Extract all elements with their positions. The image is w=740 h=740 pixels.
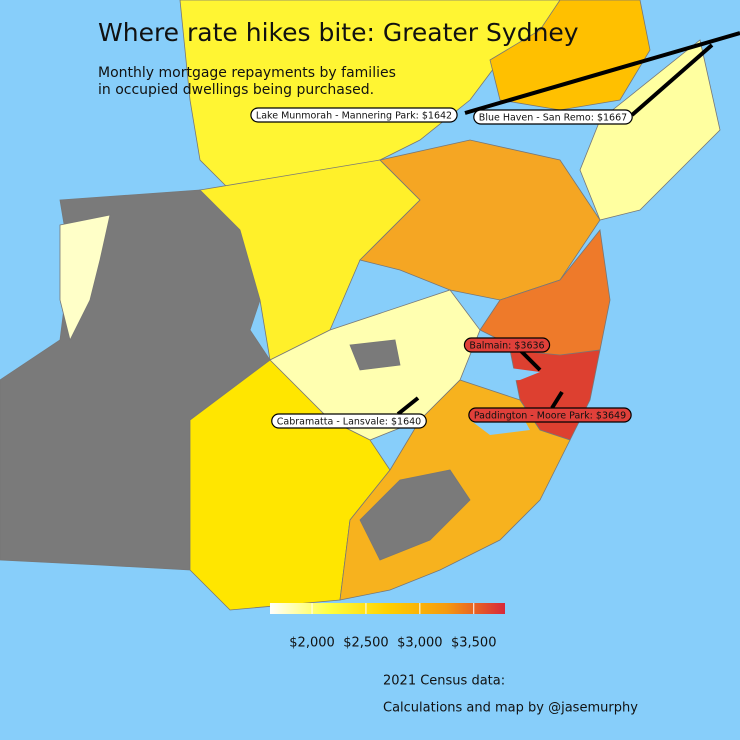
leader-line xyxy=(518,348,542,372)
harbour xyxy=(470,368,540,382)
leader-lines xyxy=(396,31,740,416)
legend: $2,000 $2,500 $3,000 $3,500 xyxy=(289,603,496,651)
annotation: Balmain: $3636 xyxy=(463,337,551,353)
annotation: Lake Munmorah - Mannering Park: $1642 xyxy=(250,107,458,123)
tick-label: $3,500 xyxy=(451,636,497,651)
credit: 2021 Census data: xyxy=(383,674,505,689)
tick-label: $2,000 xyxy=(289,636,335,651)
region xyxy=(59,214,111,342)
leader-line xyxy=(396,396,420,416)
color-bar xyxy=(270,603,505,614)
credit: Calculations and map by @jasemurphy xyxy=(383,701,638,716)
subtitle: Monthly mortgage repayments by families xyxy=(98,65,396,81)
leader-line xyxy=(550,390,564,410)
subtitle: in occupied dwellings being purchased. xyxy=(98,82,374,98)
label-box xyxy=(468,407,632,423)
label-text: Cabramatta - Lansvale: $1640 xyxy=(277,417,421,428)
label-text: Blue Haven - San Remo: $1667 xyxy=(479,113,627,124)
label-box xyxy=(271,413,427,429)
tick-label: $3,000 xyxy=(397,636,443,651)
tick-label: $2,500 xyxy=(343,636,389,651)
label-text: Balmain: $3636 xyxy=(469,341,544,352)
region xyxy=(359,469,471,561)
label-text: Lake Munmorah - Mannering Park: $1642 xyxy=(256,111,452,122)
annotation: Cabramatta - Lansvale: $1640 xyxy=(271,413,427,429)
label-box xyxy=(473,109,633,125)
leader-line xyxy=(630,43,714,117)
label-box xyxy=(463,337,551,353)
label-text: Paddington - Moore Park: $3649 xyxy=(474,411,626,422)
annotation: Paddington - Moore Park: $3649 xyxy=(468,407,632,423)
annotations: Lake Munmorah - Mannering Park: $1642 Blu… xyxy=(250,107,633,429)
region xyxy=(349,339,401,371)
annotation: Blue Haven - San Remo: $1667 xyxy=(473,109,633,125)
leader-line xyxy=(464,31,740,115)
title: Where rate hikes bite: Greater Sydney xyxy=(98,18,579,47)
label-box xyxy=(250,107,458,123)
